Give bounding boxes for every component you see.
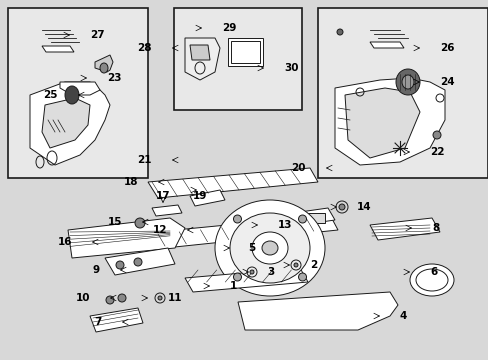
Text: 9: 9 xyxy=(93,265,100,275)
Ellipse shape xyxy=(215,200,325,296)
Text: 17: 17 xyxy=(155,191,170,201)
Text: 3: 3 xyxy=(266,267,274,277)
Text: 1: 1 xyxy=(229,281,237,291)
Polygon shape xyxy=(152,205,182,216)
Text: 24: 24 xyxy=(439,77,454,87)
Text: 16: 16 xyxy=(58,237,72,247)
Text: 5: 5 xyxy=(247,243,255,253)
Bar xyxy=(267,213,295,223)
Polygon shape xyxy=(258,208,334,230)
Ellipse shape xyxy=(249,270,253,274)
Ellipse shape xyxy=(251,232,287,264)
Text: 8: 8 xyxy=(431,223,438,233)
Text: 28: 28 xyxy=(137,43,152,53)
Polygon shape xyxy=(369,218,439,240)
Ellipse shape xyxy=(293,263,297,267)
Ellipse shape xyxy=(336,29,342,35)
Ellipse shape xyxy=(134,258,142,266)
Text: 4: 4 xyxy=(399,311,407,321)
Polygon shape xyxy=(238,292,397,330)
Text: 12: 12 xyxy=(152,225,167,235)
Text: 6: 6 xyxy=(429,267,436,277)
Polygon shape xyxy=(334,78,444,165)
Ellipse shape xyxy=(229,213,309,283)
Text: 23: 23 xyxy=(107,73,121,83)
Text: 18: 18 xyxy=(123,177,138,187)
Text: 26: 26 xyxy=(439,43,453,53)
Polygon shape xyxy=(345,88,419,158)
Polygon shape xyxy=(155,215,337,248)
Polygon shape xyxy=(148,168,317,198)
Text: 13: 13 xyxy=(278,220,292,230)
Polygon shape xyxy=(190,45,209,60)
Ellipse shape xyxy=(338,204,345,210)
Polygon shape xyxy=(184,268,307,292)
Text: 29: 29 xyxy=(222,23,236,33)
Polygon shape xyxy=(105,248,175,275)
Ellipse shape xyxy=(395,69,419,95)
Ellipse shape xyxy=(262,241,278,255)
Polygon shape xyxy=(68,218,184,258)
Text: 30: 30 xyxy=(284,63,298,73)
Polygon shape xyxy=(184,38,220,80)
Polygon shape xyxy=(42,46,74,52)
Text: 2: 2 xyxy=(309,260,317,270)
Bar xyxy=(299,213,325,223)
Polygon shape xyxy=(30,82,110,165)
Ellipse shape xyxy=(118,294,126,302)
Ellipse shape xyxy=(65,86,79,104)
Bar xyxy=(174,8,302,110)
Polygon shape xyxy=(369,42,403,48)
Ellipse shape xyxy=(158,296,162,300)
Text: 15: 15 xyxy=(107,217,122,227)
Ellipse shape xyxy=(298,273,306,281)
Text: 27: 27 xyxy=(90,30,104,40)
Text: 10: 10 xyxy=(75,293,90,303)
Ellipse shape xyxy=(106,296,114,304)
Polygon shape xyxy=(90,308,142,332)
Ellipse shape xyxy=(100,63,108,73)
Ellipse shape xyxy=(233,215,241,223)
Ellipse shape xyxy=(135,218,145,228)
Ellipse shape xyxy=(116,261,124,269)
Polygon shape xyxy=(190,190,224,206)
Ellipse shape xyxy=(401,75,413,89)
Text: 22: 22 xyxy=(429,147,444,157)
Polygon shape xyxy=(42,98,90,148)
Text: 25: 25 xyxy=(43,90,58,100)
Text: 19: 19 xyxy=(193,191,207,201)
Text: 20: 20 xyxy=(291,163,305,173)
Bar xyxy=(227,38,263,66)
Ellipse shape xyxy=(298,215,306,223)
Ellipse shape xyxy=(432,131,440,139)
Bar xyxy=(317,8,487,178)
Ellipse shape xyxy=(409,264,453,296)
Bar xyxy=(8,8,148,178)
Text: 7: 7 xyxy=(95,317,102,327)
Ellipse shape xyxy=(233,273,241,281)
Polygon shape xyxy=(60,82,100,95)
Polygon shape xyxy=(95,55,113,72)
Bar xyxy=(230,41,260,63)
Text: 14: 14 xyxy=(356,202,371,212)
Text: 11: 11 xyxy=(168,293,182,303)
Text: 21: 21 xyxy=(137,155,152,165)
